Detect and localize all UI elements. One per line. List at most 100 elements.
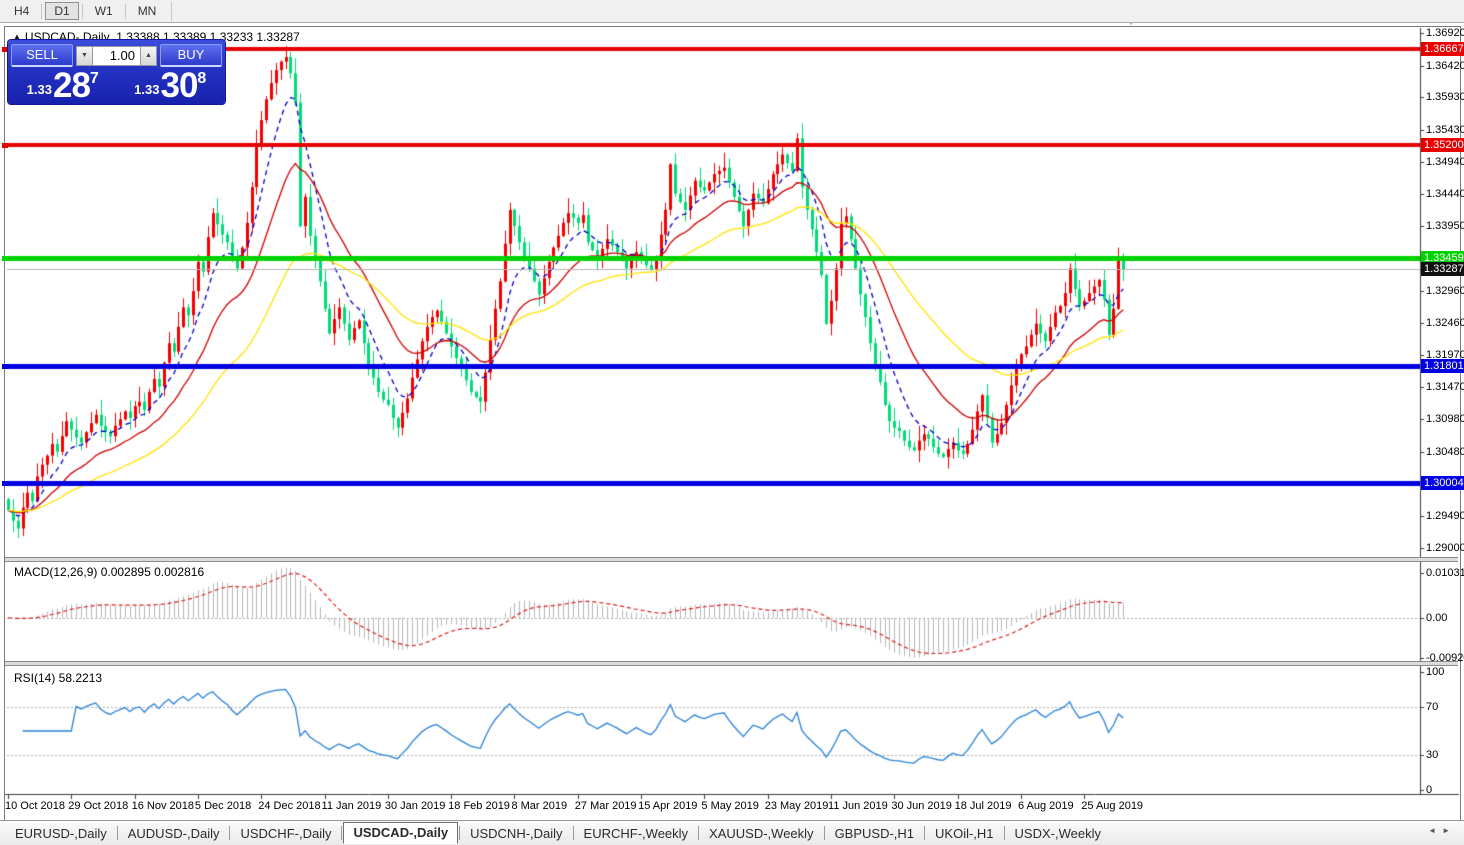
chart-tab-usdxweekly[interactable]: USDX-,Weekly bbox=[1014, 825, 1101, 841]
one-click-trading-panel: SELL ▼ 1.00 ▲ BUY 1.33 28 7 1.33 30 8 bbox=[8, 40, 225, 104]
chart-tab-ukoilh1[interactable]: UKOil-,H1 bbox=[935, 825, 994, 841]
timeframe-button-h4[interactable]: H4 bbox=[14, 4, 30, 18]
tab-separator bbox=[1003, 826, 1005, 840]
price-axis-label: 1.29000 bbox=[1426, 542, 1464, 554]
collapse-panel-icon[interactable]: ▲ bbox=[13, 32, 21, 41]
buy-price-pip: 8 bbox=[197, 70, 207, 87]
rsi-axis-label: 0 bbox=[1426, 784, 1433, 796]
price-axis-label: 1.32460 bbox=[1426, 317, 1464, 329]
tab-separator bbox=[698, 826, 700, 840]
date-axis-label: 11 Jun 2019 bbox=[828, 800, 888, 812]
date-axis-label: 18 Jul 2019 bbox=[954, 800, 1012, 812]
timeframe-toolbar: H4 D1 W1 MN bbox=[0, 0, 1464, 23]
date-axis-label: 23 May 2019 bbox=[764, 800, 829, 812]
tab-separator bbox=[116, 826, 118, 840]
chart-tab-eurusddaily[interactable]: EURUSD-,Daily bbox=[15, 825, 107, 841]
price-axis-label: 1.30980 bbox=[1426, 413, 1464, 426]
date-axis-label: 27 Mar 2019 bbox=[574, 800, 637, 812]
date-axis-label: 24 Dec 2018 bbox=[258, 800, 321, 812]
price-axis-label: 1.32960 bbox=[1426, 284, 1464, 297]
chart-tab-usdcaddaily[interactable]: USDCAD-,Daily bbox=[343, 822, 459, 844]
buy-price-prefix: 1.33 bbox=[134, 82, 160, 97]
tab-separator bbox=[229, 826, 231, 840]
price-axis-label: 1.34940 bbox=[1426, 155, 1464, 168]
rsi-axis-label: 100 bbox=[1426, 666, 1445, 678]
date-axis-label: 11 Jan 2019 bbox=[321, 800, 382, 812]
hline-handle[interactable] bbox=[2, 480, 8, 486]
chart-tab-usdchfdaily[interactable]: USDCHF-,Daily bbox=[240, 825, 332, 841]
date-axis-label: 5 Dec 2018 bbox=[194, 800, 252, 812]
tab-scroll-left-icon[interactable]: ◄ bbox=[1428, 826, 1443, 835]
hline-handle[interactable] bbox=[2, 363, 8, 369]
macd-axis-label: 0.00 bbox=[1426, 611, 1448, 624]
hline-price-badge: 1.31801 bbox=[1421, 358, 1464, 373]
macd-indicator-label: MACD(12,26,9) 0.002895 0.002816 bbox=[14, 565, 205, 579]
chart-tab-eurchfweekly[interactable]: EURCHF-,Weekly bbox=[583, 825, 689, 841]
volume-increase-button[interactable]: ▲ bbox=[140, 45, 157, 66]
macd-axis-label: -0.009203 bbox=[1426, 652, 1464, 664]
tab-separator bbox=[572, 826, 574, 840]
chart-tab-usdcnhdaily[interactable]: USDCNH-,Daily bbox=[470, 825, 563, 841]
date-axis-label: 8 Mar 2019 bbox=[511, 800, 568, 812]
sell-button[interactable]: SELL bbox=[11, 44, 73, 67]
hline-handle[interactable] bbox=[2, 47, 8, 53]
hline-price-badge: 1.36667 bbox=[1421, 42, 1464, 57]
hline-price-badge: 1.35200 bbox=[1421, 137, 1464, 152]
chart-tab-audusddaily[interactable]: AUDUSD-,Daily bbox=[127, 825, 220, 841]
rsi-indicator-label: RSI(14) 58.2213 bbox=[14, 671, 103, 685]
price-axis-label: 1.30480 bbox=[1426, 445, 1464, 458]
sell-price-main: 28 bbox=[52, 66, 91, 105]
timeframe-button-d1[interactable]: D1 bbox=[45, 2, 79, 20]
tab-separator bbox=[823, 826, 825, 840]
date-axis-label: 15 Apr 2019 bbox=[638, 800, 698, 812]
tab-separator bbox=[459, 826, 461, 840]
buy-price-main: 30 bbox=[160, 66, 198, 105]
sell-price-pip: 7 bbox=[89, 70, 99, 87]
date-axis-label: 25 Aug 2019 bbox=[1081, 800, 1144, 812]
rsi-axis-label: 70 bbox=[1426, 701, 1439, 714]
timeframe-button-w1[interactable]: W1 bbox=[94, 4, 113, 18]
buy-button[interactable]: BUY bbox=[160, 44, 222, 67]
date-axis-label: 16 Nov 2018 bbox=[131, 800, 194, 812]
sell-price-prefix: 1.33 bbox=[26, 82, 52, 97]
toolbar-separator bbox=[41, 3, 43, 19]
toolbar-separator bbox=[81, 3, 83, 19]
macd-axis-label: 0.010311 bbox=[1426, 567, 1464, 579]
tab-scroll-right-icon[interactable]: ► bbox=[1442, 826, 1456, 835]
date-axis-label: 10 Oct 2018 bbox=[5, 800, 65, 812]
price-axis-label: 1.36420 bbox=[1426, 59, 1464, 72]
buy-price[interactable]: 1.33 30 8 bbox=[119, 66, 223, 105]
date-axis-label: 5 May 2019 bbox=[701, 800, 759, 812]
chart-tab-xauusdweekly[interactable]: XAUUSD-,Weekly bbox=[709, 825, 814, 841]
toolbar-separator bbox=[171, 1, 173, 21]
date-axis-label: 18 Feb 2019 bbox=[448, 800, 510, 812]
volume-decrease-button[interactable]: ▼ bbox=[76, 45, 93, 66]
price-axis-label: 1.31970 bbox=[1426, 348, 1464, 361]
chart-tab-bar: EURUSD-,Daily AUDUSD-,Daily USDCHF-,Daily U… bbox=[0, 820, 1464, 845]
volume-input[interactable]: 1.00 bbox=[93, 45, 140, 66]
tab-scroll-nav: ◄► bbox=[1428, 826, 1456, 835]
price-axis-label: 1.34440 bbox=[1426, 188, 1464, 201]
hline-price-badge: 1.30004 bbox=[1421, 475, 1464, 490]
price-axis-label: 1.33950 bbox=[1426, 220, 1464, 233]
price-axis-label: 1.35930 bbox=[1426, 91, 1464, 104]
chart-tab-gbpusdh1[interactable]: GBPUSD-,H1 bbox=[834, 825, 915, 841]
tab-separator bbox=[924, 826, 926, 840]
timeframe-button-mn[interactable]: MN bbox=[137, 4, 157, 18]
toolbar-separator bbox=[124, 3, 126, 19]
date-axis-label: 30 Jun 2019 bbox=[891, 800, 952, 812]
date-axis-label: 30 Jan 2019 bbox=[384, 800, 446, 812]
date-axis-label: 29 Oct 2018 bbox=[68, 800, 129, 812]
rsi-panel-splitter[interactable] bbox=[5, 661, 1458, 666]
volume-stepper: ▼ 1.00 ▲ bbox=[76, 45, 157, 66]
current-price-badge: 1.33287 bbox=[1421, 262, 1464, 277]
hline-handle[interactable] bbox=[2, 256, 8, 262]
sell-price[interactable]: 1.33 28 7 bbox=[11, 66, 115, 105]
price-axis-label: 1.31470 bbox=[1426, 381, 1464, 394]
date-axis-label: 6 Aug 2019 bbox=[1017, 800, 1074, 812]
price-axis-label: 1.36920 bbox=[1426, 27, 1464, 39]
hline-handle[interactable] bbox=[2, 142, 8, 148]
macd-panel-splitter[interactable] bbox=[5, 557, 1458, 562]
price-axis-label: 1.35430 bbox=[1426, 123, 1464, 136]
